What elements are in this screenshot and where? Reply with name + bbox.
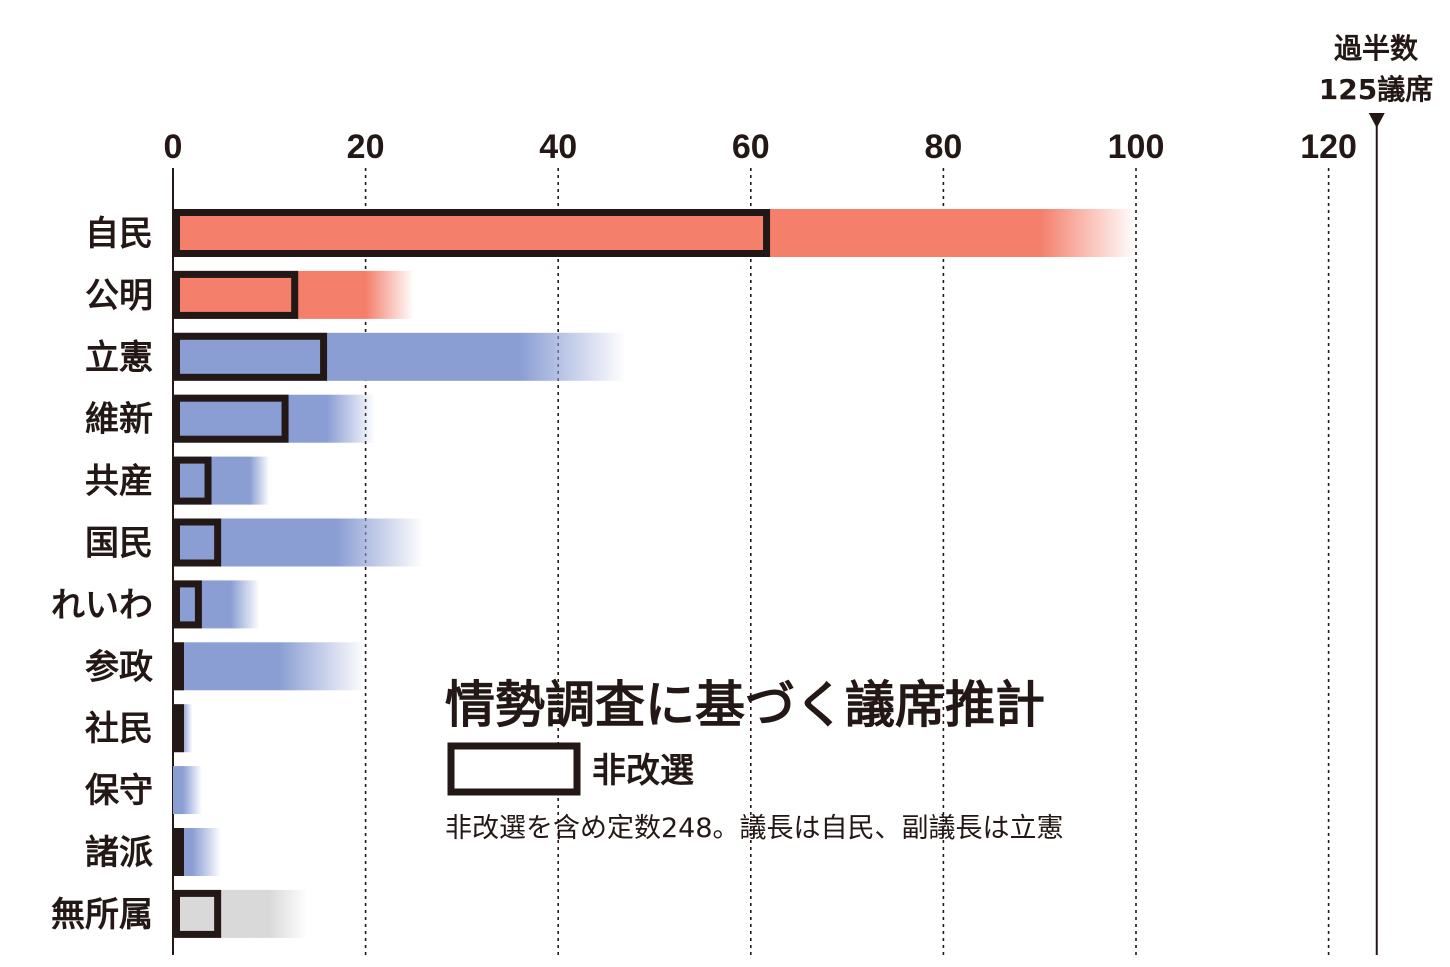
party-label: 維新 (85, 400, 153, 440)
non-reelection-bar (173, 642, 184, 691)
party-label: 共産 (85, 462, 153, 502)
estimate-bar (173, 332, 626, 381)
non-reelection-bar (173, 580, 202, 629)
estimate-bar (173, 456, 270, 505)
non-reelection-bar (173, 518, 222, 567)
non-reelection-bar (173, 209, 771, 257)
party-label: 社民 (85, 709, 153, 749)
estimate-bar (173, 209, 1136, 257)
majority-label-line1: 過半数 (1334, 32, 1419, 65)
party-label: 国民 (85, 524, 153, 564)
x-tick-label: 60 (732, 128, 770, 166)
x-tick-label: 40 (539, 128, 577, 166)
estimate-bar (173, 889, 308, 938)
estimate-bar (173, 766, 202, 815)
non-reelection-bar (173, 270, 299, 319)
x-tick-label: 80 (924, 128, 962, 166)
legend: 情勢調査に基づく議席推計 非改選 非改選を含め定数248。議長は自民、副議長は立… (445, 676, 1064, 844)
party-label: 自民 (85, 214, 153, 254)
x-tick-label: 100 (1108, 128, 1165, 166)
legend-label: 非改選 (592, 751, 694, 791)
party-label: 公明 (85, 276, 153, 316)
x-tick-label: 0 (164, 128, 183, 166)
party-label: 保守 (85, 771, 153, 811)
x-tick-label: 120 (1300, 128, 1357, 166)
non-reelection-bar (173, 889, 222, 938)
non-reelection-bar (173, 704, 184, 753)
chart-note: 非改選を含め定数248。議長は自民、副議長は立憲 (445, 813, 1064, 844)
party-label: 立憲 (85, 338, 153, 378)
x-axis-ticks: 0 20 40 60 80 100 120 (164, 128, 1357, 166)
chart-title: 情勢調査に基づく議席推計 (445, 676, 1045, 734)
x-tick-label: 20 (347, 128, 385, 166)
majority-label-line2: 125議席 (1319, 73, 1433, 106)
party-label: 諸派 (85, 833, 153, 873)
estimate-bar (173, 518, 424, 567)
estimate-bar (173, 580, 260, 629)
estimate-bar (173, 394, 376, 443)
party-label: 無所属 (51, 895, 153, 935)
legend-swatch (447, 742, 581, 796)
estimate-bar (173, 642, 366, 691)
party-label: れいわ (51, 585, 153, 625)
non-reelection-bars (173, 209, 771, 938)
non-reelection-bar (173, 828, 184, 876)
non-reelection-bar (173, 456, 212, 505)
non-reelection-bar (173, 394, 289, 443)
non-reelection-bar (173, 332, 328, 381)
party-label: 参政 (85, 647, 153, 687)
estimate-range-bars (173, 209, 1136, 938)
majority-marker: 過半数 125議席 (1319, 32, 1433, 955)
